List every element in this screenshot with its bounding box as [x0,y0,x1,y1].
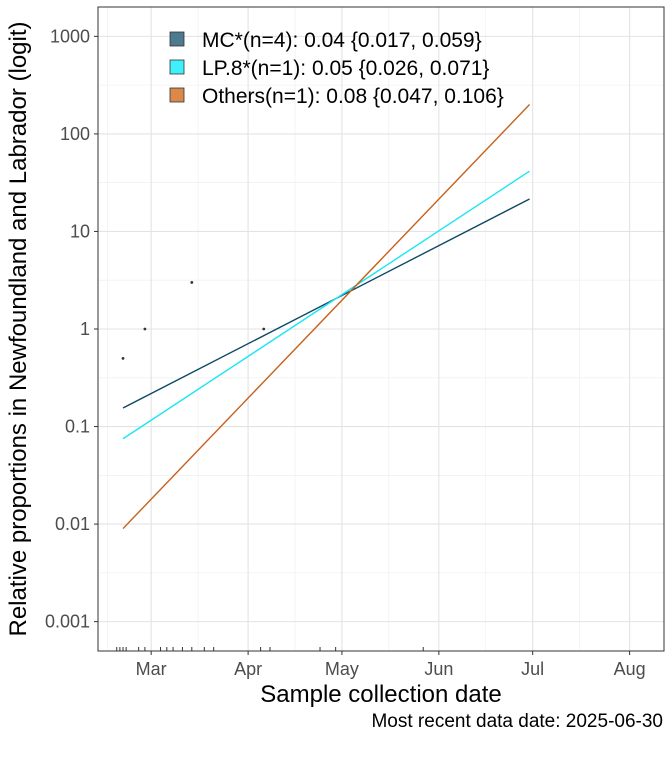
data-point [190,281,194,284]
legend-label: MC*(n=4): 0.04 {0.017, 0.059} [202,29,482,52]
y-tick-label: 0.001 [45,612,90,632]
legend-label: LP.8*(n=1): 0.05 {0.026, 0.071} [202,57,489,80]
y-tick-label: 0.01 [55,514,90,534]
data-point [262,327,266,331]
x-tick-label: Apr [234,659,262,679]
y-axis-title: Relative proportions in Newfoundland and… [5,21,32,636]
series-line [122,198,530,409]
x-tick-label: May [325,659,359,679]
data-point [143,327,147,331]
y-tick-label: 10 [70,221,90,241]
y-tick-label: 1000 [50,26,90,46]
y-tick-label: 0.1 [65,417,90,437]
series-lines [122,104,531,530]
legend: MC*(n=4): 0.04 {0.017, 0.059} LP.8*(n=1):… [169,29,504,108]
y-axis-ticks: 0.001 0.01 0.1 1 10 100 1000 [45,26,98,632]
series-line [122,170,530,440]
x-axis-title: Sample collection date [260,681,501,708]
legend-label: Others(n=1): 0.08 {0.047, 0.106} [202,85,504,108]
x-tick-label: Mar [136,659,167,679]
data-points [121,281,266,360]
x-tick-label: Jun [424,659,453,679]
legend-swatch [169,59,185,75]
x-axis-ticks: Mar Apr May Jun Jul Aug [136,651,646,679]
legend-swatch [169,87,185,103]
x-tick-label: Aug [614,659,646,679]
data-point [121,356,125,360]
x-tick-label: Jul [521,659,544,679]
series-line [122,104,531,530]
legend-swatch [169,31,185,47]
most-recent-data-caption: Most recent data date: 2025-06-30 [371,711,663,732]
y-tick-label: 1 [80,319,90,339]
rug-marks [116,647,424,651]
grid-major [98,7,664,651]
y-tick-label: 100 [60,124,90,144]
